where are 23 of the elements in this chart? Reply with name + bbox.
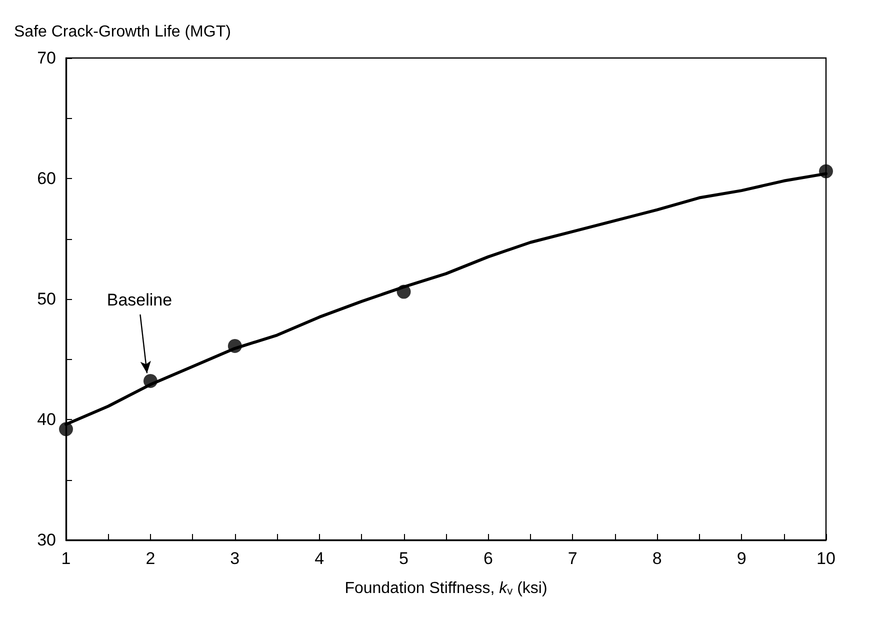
point: [228, 339, 242, 353]
y-tick-label: 30: [37, 530, 56, 550]
y-tick-label: 70: [37, 48, 56, 68]
x-tick-label: 7: [568, 549, 578, 568]
point: [819, 164, 833, 178]
x-tick-label: 9: [736, 549, 746, 568]
x-tick-label: 1: [61, 549, 71, 568]
x-axis-title: Foundation Stiffness, kv (ksi): [344, 580, 548, 598]
y-tick-label: 50: [37, 290, 56, 308]
x-tick-label: 6: [483, 549, 493, 568]
point: [143, 374, 158, 388]
x-tick-label: 3: [230, 549, 240, 568]
point: [396, 284, 411, 299]
y-axis-title: Safe Crack-Growth Life (MGT): [14, 24, 231, 40]
x-tick-label: 2: [146, 549, 156, 568]
x-tick-label: 10: [816, 549, 836, 568]
x-tick-label: 4: [314, 549, 324, 568]
y-tick-label: 60: [37, 169, 56, 188]
annotation: Baseline: [106, 290, 172, 310]
y-tick-label: 40: [37, 410, 56, 429]
point: [59, 422, 73, 436]
x-tick-label: 8: [652, 549, 662, 568]
x-tick-label: 5: [399, 549, 409, 568]
